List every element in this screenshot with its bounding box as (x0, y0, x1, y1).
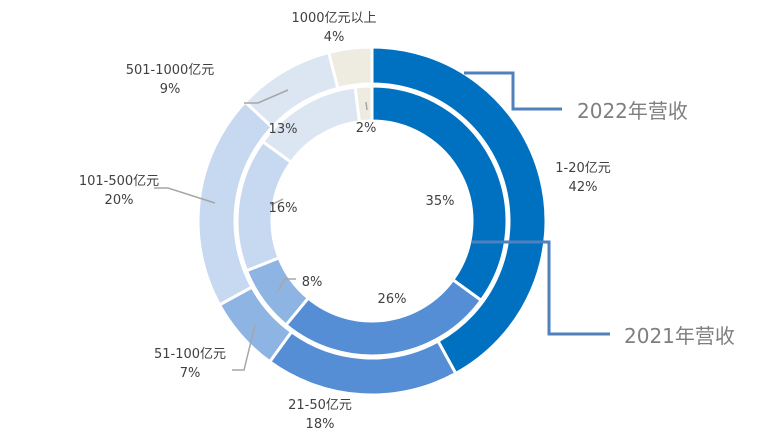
inner-value-label-3: 16% (269, 201, 298, 216)
leader-outer-51 (232, 324, 256, 371)
series-label-2021: 2021年营收 (624, 324, 735, 348)
leader-inner-8 (276, 278, 296, 293)
leader-inner-16 (270, 198, 284, 206)
leader-series-2022 (464, 71, 562, 111)
inner-slice-5 (353, 84, 374, 124)
outer-category-label-1: 21-50亿元 (288, 398, 352, 413)
outer-value-label-5: 4% (324, 30, 345, 45)
outer-value-label-3: 20% (105, 193, 134, 208)
outer-value-label-2: 7% (180, 366, 201, 381)
outer-value-label-4: 9% (160, 82, 181, 97)
series-label-2022: 2022年营收 (577, 99, 688, 123)
outer-value-label-1: 18% (306, 417, 335, 432)
outer-slice-5 (326, 45, 374, 91)
inner-value-label-0: 35% (426, 194, 455, 209)
inner-value-label-1: 26% (378, 292, 407, 307)
leader-outer-501 (244, 89, 289, 104)
outer-category-label-3: 101-500亿元 (79, 174, 159, 189)
outer-value-label-0: 42% (569, 180, 598, 195)
outer-category-label-5: 1000亿元以上 (291, 11, 376, 26)
outer-category-label-4: 501-1000亿元 (126, 63, 215, 78)
inner-value-label-5: 2% (356, 121, 377, 136)
inner-value-label-2: 8% (302, 275, 323, 290)
leader-outer-101 (154, 187, 216, 204)
inner-value-label-4: 13% (269, 122, 298, 137)
leader-series-2021 (472, 240, 610, 336)
leader-inner-2 (365, 101, 368, 111)
outer-category-label-2: 51-100亿元 (154, 347, 226, 362)
outer-category-label-0: 1-20亿元 (555, 161, 611, 176)
